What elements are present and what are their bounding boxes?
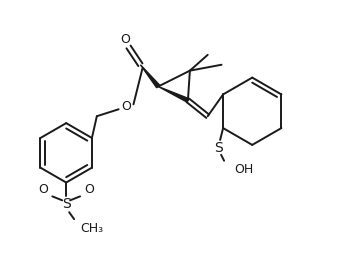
Polygon shape (158, 86, 189, 102)
Text: S: S (214, 141, 223, 155)
Text: CH₃: CH₃ (80, 221, 103, 234)
Text: O: O (121, 34, 130, 47)
Text: O: O (84, 183, 94, 196)
Text: O: O (38, 183, 49, 196)
Text: OH: OH (234, 163, 253, 176)
Text: O: O (122, 100, 131, 113)
Text: S: S (62, 197, 71, 211)
Polygon shape (140, 65, 160, 88)
